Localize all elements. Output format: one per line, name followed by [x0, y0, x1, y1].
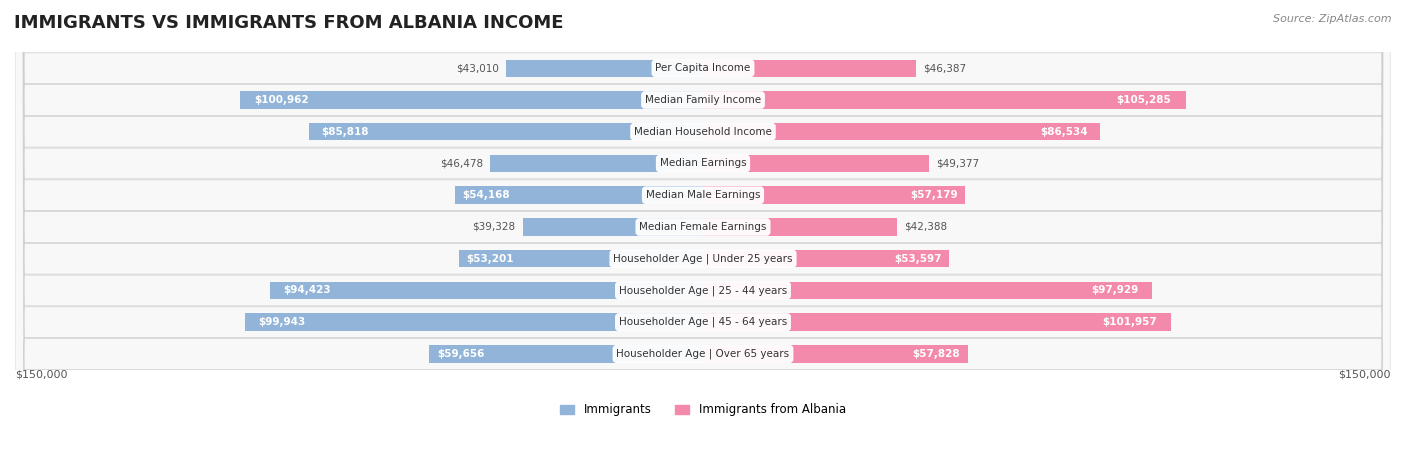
Text: Median Family Income: Median Family Income: [645, 95, 761, 105]
Text: Householder Age | Over 65 years: Householder Age | Over 65 years: [616, 349, 790, 359]
Bar: [240, 91, 703, 109]
Text: $86,534: $86,534: [1040, 127, 1088, 137]
Text: Median Earnings: Median Earnings: [659, 158, 747, 169]
FancyBboxPatch shape: [15, 0, 1391, 467]
Text: $100,962: $100,962: [254, 95, 308, 105]
Bar: [703, 155, 929, 172]
FancyBboxPatch shape: [15, 0, 1391, 467]
Bar: [458, 250, 703, 268]
Bar: [703, 313, 1171, 331]
Text: $49,377: $49,377: [936, 158, 980, 169]
Text: $150,000: $150,000: [15, 370, 67, 380]
Text: $39,328: $39,328: [472, 222, 516, 232]
Text: $101,957: $101,957: [1102, 317, 1157, 327]
Text: Median Male Earnings: Median Male Earnings: [645, 190, 761, 200]
Bar: [309, 123, 703, 141]
Bar: [489, 155, 703, 172]
Bar: [506, 59, 703, 77]
Bar: [454, 186, 703, 204]
Bar: [245, 313, 703, 331]
Bar: [703, 218, 897, 236]
Text: $150,000: $150,000: [1339, 370, 1391, 380]
Text: Median Household Income: Median Household Income: [634, 127, 772, 137]
Text: $46,478: $46,478: [440, 158, 482, 169]
Text: $46,387: $46,387: [922, 63, 966, 73]
FancyBboxPatch shape: [15, 0, 1391, 467]
FancyBboxPatch shape: [15, 0, 1391, 467]
Bar: [703, 282, 1152, 299]
Bar: [703, 59, 915, 77]
Text: $59,656: $59,656: [437, 349, 485, 359]
Bar: [270, 282, 703, 299]
Text: $53,201: $53,201: [467, 254, 513, 264]
Text: Householder Age | Under 25 years: Householder Age | Under 25 years: [613, 254, 793, 264]
FancyBboxPatch shape: [15, 0, 1391, 467]
Text: Per Capita Income: Per Capita Income: [655, 63, 751, 73]
Bar: [703, 186, 966, 204]
Legend: Immigrants, Immigrants from Albania: Immigrants, Immigrants from Albania: [555, 399, 851, 421]
Bar: [703, 123, 1099, 141]
Bar: [703, 250, 949, 268]
FancyBboxPatch shape: [15, 0, 1391, 467]
FancyBboxPatch shape: [15, 0, 1391, 467]
Text: $99,943: $99,943: [259, 317, 305, 327]
Text: $42,388: $42,388: [904, 222, 948, 232]
Text: $105,285: $105,285: [1116, 95, 1171, 105]
Text: $54,168: $54,168: [463, 190, 509, 200]
FancyBboxPatch shape: [15, 0, 1391, 467]
Bar: [703, 345, 969, 363]
FancyBboxPatch shape: [15, 0, 1391, 467]
FancyBboxPatch shape: [15, 0, 1391, 467]
Text: $57,828: $57,828: [912, 349, 960, 359]
Text: $53,597: $53,597: [894, 254, 942, 264]
Bar: [523, 218, 703, 236]
Text: $94,423: $94,423: [283, 285, 330, 296]
Text: Householder Age | 45 - 64 years: Householder Age | 45 - 64 years: [619, 317, 787, 327]
Bar: [703, 91, 1185, 109]
Text: IMMIGRANTS VS IMMIGRANTS FROM ALBANIA INCOME: IMMIGRANTS VS IMMIGRANTS FROM ALBANIA IN…: [14, 14, 564, 32]
Text: Source: ZipAtlas.com: Source: ZipAtlas.com: [1274, 14, 1392, 24]
Bar: [429, 345, 703, 363]
Text: $43,010: $43,010: [456, 63, 499, 73]
Text: Householder Age | 25 - 44 years: Householder Age | 25 - 44 years: [619, 285, 787, 296]
Text: Median Female Earnings: Median Female Earnings: [640, 222, 766, 232]
Text: $97,929: $97,929: [1091, 285, 1139, 296]
Text: $85,818: $85,818: [321, 127, 368, 137]
Text: $57,179: $57,179: [910, 190, 957, 200]
